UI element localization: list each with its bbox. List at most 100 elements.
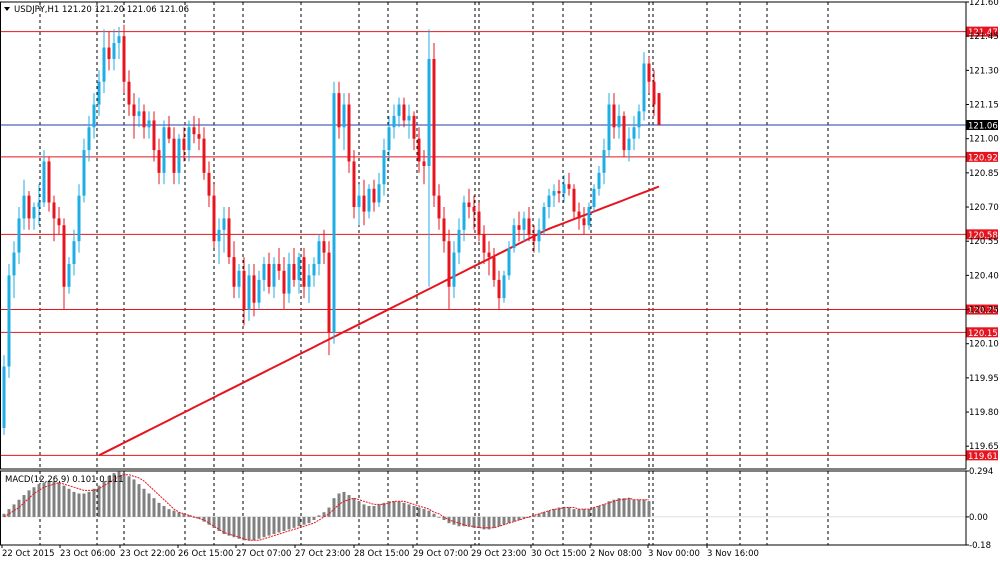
macd-bar [32, 487, 36, 517]
candle-bear [567, 184, 571, 189]
macd-bar [482, 516, 486, 530]
y-tick-label: 120.85 [969, 169, 999, 179]
macd-bar [327, 507, 331, 517]
price-level-label: 121.47 [968, 28, 998, 38]
candle-bear [157, 150, 161, 173]
macd-bar [147, 493, 151, 517]
macd-bar [572, 509, 576, 517]
macd-bar [492, 516, 496, 528]
candle-bull [637, 111, 641, 128]
macd-bar [467, 516, 471, 527]
macd-bar [237, 516, 241, 539]
macd-bar [292, 516, 296, 528]
price-axis-labels: 121.47 121.06 120.92 120.58 120.25 120.15 119.… [966, 26, 998, 462]
macd-bar [442, 516, 446, 521]
price-level-label: 120.15 [968, 329, 998, 339]
candle-bear [252, 275, 256, 303]
candle-bear [232, 257, 236, 287]
candle-bull [7, 275, 11, 367]
candle-bear [572, 188, 576, 212]
macd-bar [297, 516, 301, 527]
candle-bull [287, 263, 291, 294]
candle-bull [392, 115, 396, 128]
macd-bar [532, 515, 536, 517]
x-tick-label: 22 Oct 2015 [2, 549, 55, 559]
y-tick-label: 120.25 [969, 306, 999, 316]
candle-bear [412, 115, 416, 139]
triangle-down-icon [4, 7, 10, 11]
candle-bear [242, 270, 246, 310]
macd-bar [312, 516, 316, 521]
candle-bear [212, 195, 216, 242]
macd-bar [97, 485, 101, 517]
macd-bar [272, 516, 276, 535]
macd-bar [357, 501, 361, 517]
macd-bar [212, 516, 216, 528]
price-level-label: 119.61 [968, 452, 998, 462]
macd-bar [527, 516, 531, 518]
candle-bear [472, 207, 476, 212]
macd-bar [317, 515, 321, 517]
y-tick-label: 119.80 [969, 408, 999, 418]
price-level-label: 120.25 [968, 306, 998, 316]
chart-title: USDJPY,H1 121.20 121.20 121.06 121.06 [14, 5, 189, 15]
candle-bull [97, 81, 101, 105]
candle-bull [552, 191, 556, 196]
macd-bar [217, 516, 221, 531]
candle-bull [67, 263, 71, 287]
candle-bear [292, 263, 296, 280]
candle-bull [342, 104, 346, 128]
main-pane-frame [0, 1, 967, 470]
macd-bar [107, 476, 111, 517]
macd-bar [487, 516, 491, 530]
candle-bear [582, 218, 586, 226]
y-tick-label: 120.40 [969, 271, 999, 281]
macd-bar [522, 516, 526, 519]
price-level-lines [0, 31, 966, 456]
candle-bull [382, 150, 386, 185]
macd-bar [17, 499, 21, 517]
candle-bear [422, 161, 426, 167]
macd-bar [407, 504, 411, 517]
macd-bar [322, 512, 326, 517]
macd-bar [247, 516, 251, 541]
macd-bar [222, 516, 226, 535]
macd-bar [627, 498, 631, 517]
candle-bull [147, 120, 151, 128]
macd-bar [507, 516, 511, 524]
macd-bar [27, 490, 31, 517]
candle-bear [532, 234, 536, 242]
macd-bar [377, 504, 381, 517]
candle-bull [87, 127, 91, 151]
macd-bar [62, 485, 66, 517]
price-axis: 121.60 121.45 121.30 121.15 121.00 120.85 120.… [966, 0, 999, 452]
macd-bar [622, 498, 626, 517]
candle-bear [442, 218, 446, 242]
candle-bull [502, 275, 506, 299]
candle-bull [332, 93, 336, 333]
candle-bear [517, 225, 521, 230]
candle-bull [407, 115, 411, 121]
candle-bear [447, 241, 451, 287]
candle-bull [512, 225, 516, 249]
candle-bear [167, 127, 171, 139]
candle-bull [12, 252, 16, 276]
macd-bar [37, 484, 41, 517]
macd-bar [142, 488, 146, 517]
candle-bull [312, 263, 316, 276]
macd-bar [2, 513, 6, 517]
macd-bar [87, 491, 91, 517]
candle-bull [187, 127, 191, 151]
macd-bar [582, 509, 586, 517]
x-tick-label: 27 Oct 07:00 [236, 549, 291, 559]
x-tick-label: 2 Nov 08:00 [590, 549, 642, 559]
macd-bar [172, 510, 176, 517]
macd-bar [427, 510, 431, 517]
candle-bull [592, 188, 596, 208]
macd-bar [612, 499, 616, 517]
candle-bull [377, 184, 381, 203]
macd-bar [642, 499, 646, 517]
macd-pane-frame [0, 470, 967, 546]
